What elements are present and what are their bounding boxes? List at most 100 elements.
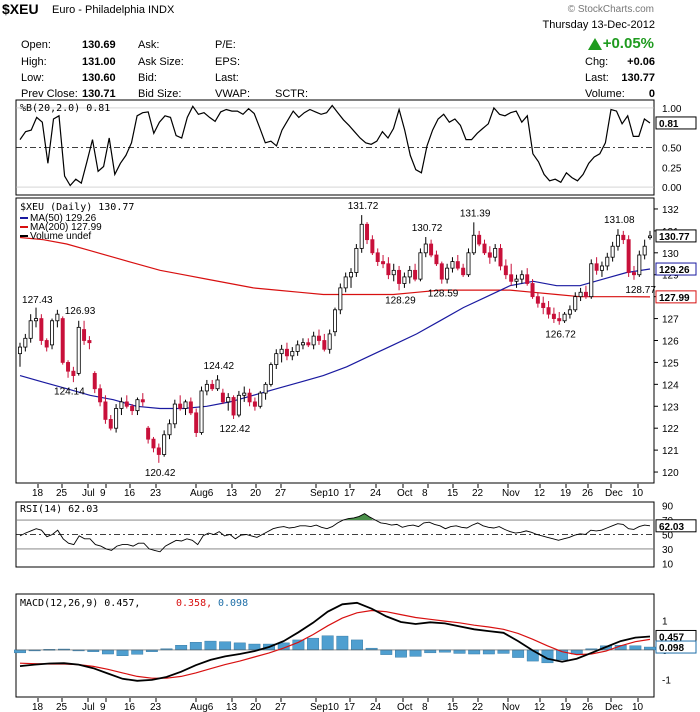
up-arrow-icon bbox=[588, 38, 602, 50]
x-axis-top-label: 27 bbox=[275, 488, 287, 499]
candle-body bbox=[98, 388, 103, 403]
price-annotation: 126.72 bbox=[545, 330, 576, 341]
x-axis-bottom-label: 8 bbox=[422, 702, 428, 712]
x-axis-bottom-label: 18 bbox=[32, 702, 44, 712]
rsi-tick-label: 10 bbox=[662, 559, 674, 570]
candle-body bbox=[450, 261, 455, 269]
watermark: © StockCharts.com bbox=[567, 4, 654, 15]
last-value: 130.77 bbox=[621, 72, 655, 84]
x-axis-bottom-label: 15 bbox=[447, 702, 459, 712]
price-annotation: 128.29 bbox=[385, 295, 416, 306]
candle-body bbox=[423, 243, 428, 254]
macd-histogram-bar bbox=[116, 649, 129, 657]
candle-body bbox=[44, 340, 49, 348]
x-axis-top-label: Oct bbox=[397, 488, 413, 499]
x-axis-bottom-label: 19 bbox=[560, 702, 572, 712]
x-axis-top-label: 19 bbox=[560, 488, 572, 499]
candle-body bbox=[316, 335, 321, 341]
macd-tick-label: -1 bbox=[662, 675, 671, 686]
candle-body bbox=[589, 263, 594, 298]
last-label-mid: Last: bbox=[215, 72, 239, 84]
candle-body bbox=[546, 307, 551, 315]
candle-body bbox=[258, 392, 263, 407]
macd-histogram-bar bbox=[453, 649, 466, 654]
candle-body bbox=[210, 383, 215, 390]
candle-body bbox=[418, 252, 423, 280]
x-axis-top-label: 9 bbox=[100, 488, 106, 499]
macd-histogram-bar bbox=[219, 641, 232, 651]
candle-body bbox=[365, 223, 370, 241]
low-label: Low: bbox=[21, 72, 45, 84]
candle-body bbox=[119, 401, 124, 409]
candle-body bbox=[562, 313, 567, 322]
price-annotation: 122.42 bbox=[220, 424, 251, 435]
candle-body bbox=[274, 353, 279, 366]
x-axis-bottom-label: 22 bbox=[472, 702, 484, 712]
x-axis-top-label: 10 bbox=[632, 488, 644, 499]
candle-body bbox=[114, 408, 119, 429]
rsi-tick-label: 30 bbox=[662, 545, 674, 556]
price-annotation: 131.08 bbox=[604, 215, 635, 226]
macd-histogram-bar bbox=[307, 637, 319, 651]
candle-body bbox=[514, 278, 519, 282]
price-tick-label: 122 bbox=[662, 424, 679, 435]
x-axis-bottom-label: 17 bbox=[344, 702, 356, 712]
candle-body bbox=[231, 397, 236, 416]
percent-b-last-label-box bbox=[655, 116, 697, 130]
candle-body bbox=[50, 320, 55, 346]
x-axis-bottom-label: Jul bbox=[82, 702, 95, 712]
bid-size-label: Bid Size: bbox=[138, 88, 182, 100]
candle-body bbox=[370, 239, 375, 254]
price-last-label: 127.99 bbox=[659, 293, 690, 304]
x-axis-bottom-label: Aug6 bbox=[190, 702, 214, 712]
x-axis-top-label: 17 bbox=[344, 488, 356, 499]
price-tick-label: 127 bbox=[662, 315, 679, 326]
last-label: Last: bbox=[585, 72, 609, 84]
candle-body bbox=[402, 276, 407, 284]
macd-histogram-bar bbox=[497, 649, 510, 654]
candle-body bbox=[311, 335, 316, 346]
macd-histogram-bar bbox=[482, 649, 495, 655]
price-annotation: 126.93 bbox=[65, 306, 96, 317]
prev-close-label: Prev Close: bbox=[21, 88, 78, 100]
bid-label: Bid: bbox=[138, 72, 157, 84]
x-axis-bottom-label: 20 bbox=[250, 702, 262, 712]
candle-body bbox=[18, 346, 22, 355]
candle-body bbox=[519, 274, 524, 280]
percent-b-title: %B(20,2.0) 0.81 bbox=[20, 103, 110, 114]
price-tick-label: 123 bbox=[662, 402, 679, 413]
price-annotation: 128.77 bbox=[625, 285, 656, 296]
candle-body bbox=[135, 399, 140, 412]
macd-histogram-value: 0.098 bbox=[218, 598, 248, 609]
rsi-last-label: 62.03 bbox=[659, 522, 684, 533]
candle-body bbox=[487, 252, 492, 258]
macd-histogram-bar bbox=[131, 649, 144, 655]
percent-b-line bbox=[19, 104, 651, 187]
candle-body bbox=[461, 267, 466, 276]
candle-body bbox=[530, 283, 535, 298]
price-last-label: 130.77 bbox=[659, 232, 690, 243]
x-axis-bottom-label: 27 bbox=[275, 702, 287, 712]
macd-tick-label: 1 bbox=[662, 616, 668, 627]
candle-body bbox=[204, 383, 209, 392]
x-axis-top-label: 24 bbox=[370, 488, 382, 499]
candle-body bbox=[434, 254, 439, 265]
candle-body bbox=[252, 401, 257, 407]
x-axis-top-label: Sep10 bbox=[310, 488, 339, 499]
price-tick-label: 126 bbox=[662, 337, 679, 348]
candle-body bbox=[354, 248, 359, 273]
price-tick-label: 121 bbox=[662, 446, 679, 457]
macd-histogram-bar bbox=[248, 643, 261, 651]
volume-label: Volume: bbox=[585, 88, 625, 100]
macd-histogram-bar bbox=[526, 649, 539, 662]
candle-body bbox=[397, 269, 402, 284]
candle-body bbox=[583, 291, 588, 298]
vwap-label: VWAP: bbox=[215, 88, 251, 100]
candle-body bbox=[359, 223, 364, 249]
candle-body bbox=[413, 269, 418, 280]
x-axis-bottom-label: 9 bbox=[100, 702, 106, 712]
candle-body bbox=[599, 265, 604, 271]
x-axis-top-label: Aug6 bbox=[190, 488, 214, 499]
macd-histogram-bar bbox=[189, 642, 202, 651]
